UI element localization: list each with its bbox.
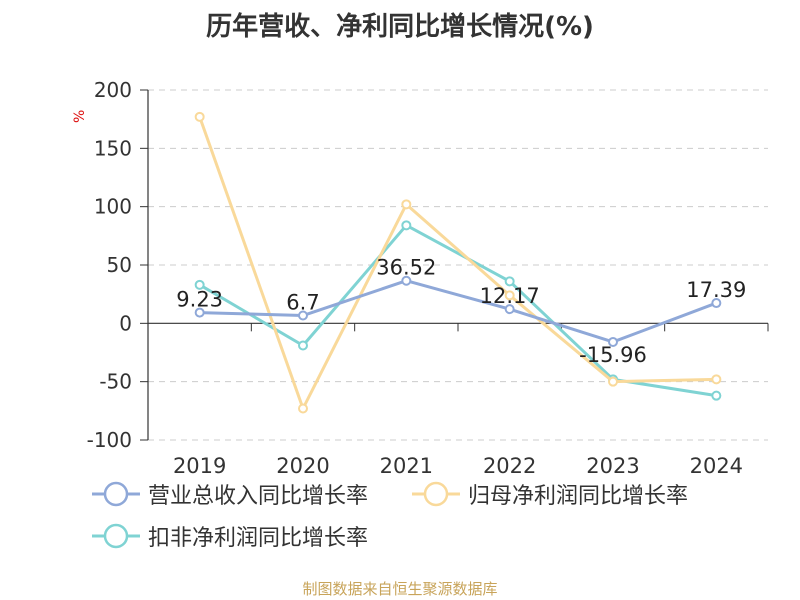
point-s2-2019 [194,279,205,290]
point-s1-2024 [711,374,722,385]
x-tick-label-2019: 2019 [173,454,226,478]
point-s2-2020 [298,340,308,351]
legend-item-deducted-profit[interactable]: 扣非净利润同比增长率 [92,520,368,552]
series-line-0 [199,279,717,344]
point-s0-2021 [401,275,412,286]
point-s1-2023 [608,376,618,387]
y-tick-label-1: 150 [94,136,132,160]
chart-title: 历年营收、净利同比增长情况(%) [206,12,594,42]
y-tick-label-2: 100 [94,195,132,219]
legend-item-net-profit[interactable]: 归母净利润同比增长率 [412,478,688,510]
x-tick-label-2023: 2023 [586,454,639,478]
data-label-2023: -15.96 [579,343,647,367]
data-label-2021: 36.52 [376,256,436,280]
legend-marker-revenue-icon [92,481,140,507]
legend-marker-deducted-profit-icon [92,523,140,549]
x-tick-label-2022: 2022 [483,454,536,478]
data-label-2020: 6.7 [286,291,319,315]
point-s1-2019 [194,111,205,122]
point-s2-2021 [401,220,412,231]
y-tick-label-6: -100 [87,428,132,452]
x-tick-label-2020: 2020 [276,454,329,478]
source-note: 制图数据来自恒生聚源数据库 [302,580,498,598]
legend-label-revenue: 营业总收入同比增长率 [148,484,369,509]
point-s2-2022 [504,276,515,287]
data-label-2022: 12.17 [480,284,540,308]
series-line-1 [198,116,717,410]
legend-marker-net-profit-icon [412,481,460,507]
y-tick-label-3: 50 [107,253,132,277]
y-tick-label-0: 200 [94,78,132,102]
y-tick-label-5: -50 [99,370,132,394]
point-s0-2023 [608,336,618,347]
legend-label-deducted-profit: 扣非净利润同比增长率 [148,526,369,551]
point-s0-2022 [504,304,515,315]
data-label-2024: 17.39 [686,278,746,302]
legend-label-net-profit: 归母净利润同比增长率 [468,484,689,509]
x-tick-label-2021: 2021 [380,454,433,478]
legend-item-revenue[interactable]: 营业总收入同比增长率 [92,478,368,510]
point-s1-2021 [401,199,412,210]
point-s2-2024 [711,390,722,401]
point-s0-2020 [298,310,308,321]
point-s1-2022 [504,290,515,301]
point-s0-2019 [194,307,205,318]
data-label-2019: 9.23 [176,288,223,312]
point-s1-2020 [298,403,308,414]
y-tick-label-4: 0 [119,311,132,335]
x-tick-label-2024: 2024 [690,454,743,478]
point-s0-2024 [711,298,722,309]
